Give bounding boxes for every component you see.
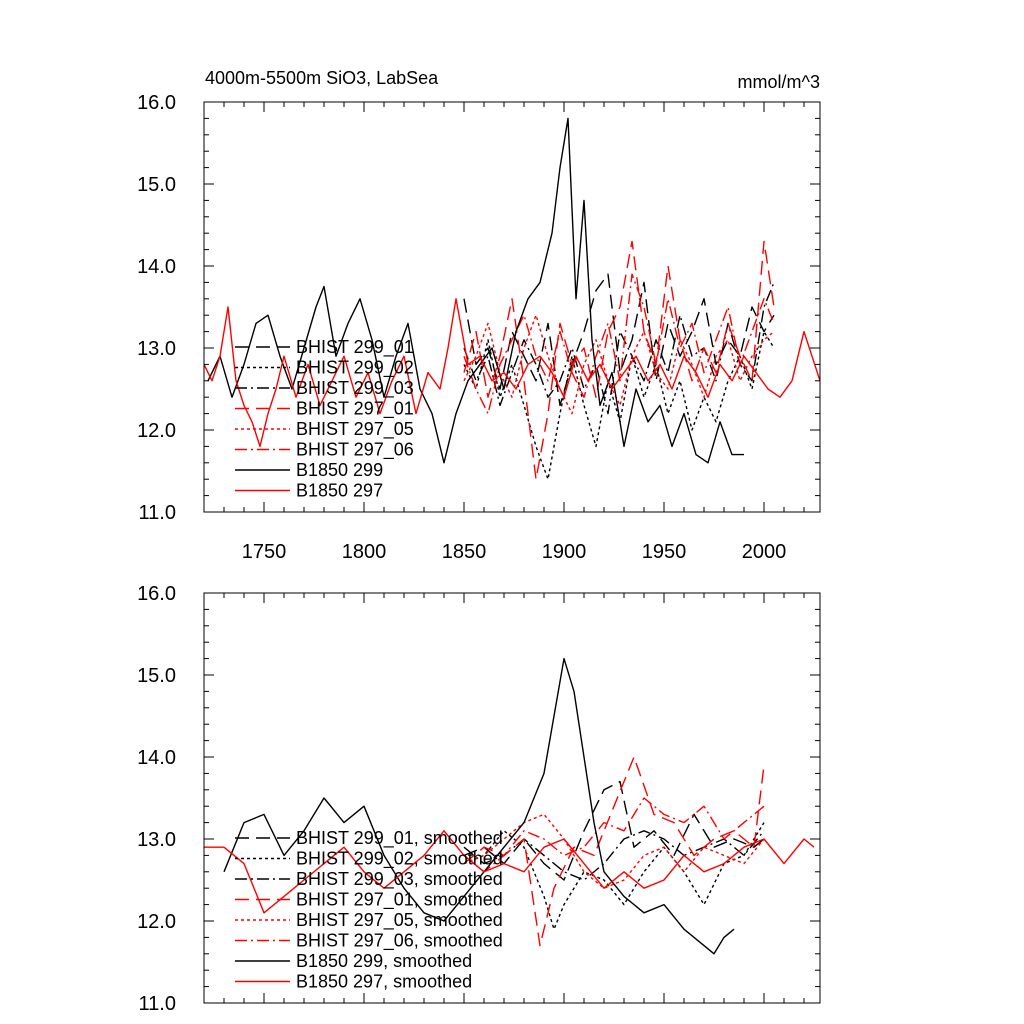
top-series-layer xyxy=(203,117,821,480)
series-line-bhist-299-03 xyxy=(463,282,775,415)
legend-label-bhist-299-01-smoothed: BHIST 299_01, smoothed xyxy=(296,828,503,849)
top-axis-layer: 11.0 12.0 13.0 14.0 15.0 16.0 1750 1800 1850 1900… xyxy=(137,92,820,563)
x-tick-label: 1900 xyxy=(542,541,587,563)
legend-label-b1850-297-smoothed: B1850 297, smoothed xyxy=(296,972,472,992)
bottom-series-layer xyxy=(204,657,815,955)
y-tick-label: 11.0 xyxy=(139,993,176,1015)
series-line-bhist-299-03-smoothed xyxy=(463,830,765,881)
legend-label-bhist-297-01: BHIST 297_01 xyxy=(296,399,414,420)
x-tick-label: 1850 xyxy=(442,541,487,563)
x-tick-label: 2000 xyxy=(742,541,787,563)
top-plot-frame xyxy=(203,101,821,513)
series-line-bhist-297-06-smoothed xyxy=(463,797,765,873)
legend-label-bhist-297-06-smoothed: BHIST 297_06, smoothed xyxy=(296,931,503,952)
y-tick-label: 12.0 xyxy=(137,911,176,933)
top-panel: 4000m-5500m SiO3, LabSea mmol/m^3 11.0 12… xyxy=(137,68,821,563)
legend-label-bhist-299-01: BHIST 299_01 xyxy=(296,337,414,358)
y-tick-label: 14.0 xyxy=(137,256,176,278)
y-tick-label: 11.0 xyxy=(139,502,176,524)
y-tick-label: 13.0 xyxy=(137,829,176,851)
y-tick-label: 15.0 xyxy=(137,665,176,687)
series-line-bhist-297-05-smoothed xyxy=(463,813,765,889)
legend-label-bhist-299-03: BHIST 299_03 xyxy=(296,378,414,399)
y-tick-label: 14.0 xyxy=(137,747,176,769)
series-line-bhist-297-05 xyxy=(463,314,775,415)
units-label: mmol/m^3 xyxy=(738,72,820,92)
series-line-bhist-297-01 xyxy=(463,240,775,480)
series-line-b1850-297-smoothed xyxy=(204,830,815,914)
legend-label-b1850-297: B1850 297 xyxy=(296,481,383,501)
legend-label-bhist-297-05: BHIST 297_05 xyxy=(296,419,414,440)
x-tick-label: 1950 xyxy=(642,541,687,563)
top-panel-title: 4000m-5500m SiO3, LabSea xyxy=(205,68,439,88)
series-line-b1850-297 xyxy=(203,298,821,448)
y-tick-label: 12.0 xyxy=(137,420,176,442)
series-line-bhist-299-01 xyxy=(463,273,775,407)
y-tick-label: 16.0 xyxy=(137,583,176,605)
bottom-axis-layer: 11.0 12.0 13.0 14.0 15.0 16.0 xyxy=(137,583,820,1015)
legend-label-bhist-299-03-smoothed: BHIST 299_03, smoothed xyxy=(296,869,503,890)
x-tick-label: 1750 xyxy=(242,541,287,563)
legend-label-bhist-299-02-smoothed: BHIST 299_02, smoothed xyxy=(296,849,503,870)
y-tick-label: 13.0 xyxy=(137,338,176,360)
series-line-bhist-299-02-smoothed xyxy=(463,822,765,930)
legend-label-bhist-297-06: BHIST 297_06 xyxy=(296,440,414,461)
series-line-b1850-299-smoothed xyxy=(223,657,735,955)
legend-label-bhist-297-01-smoothed: BHIST 297_01, smoothed xyxy=(296,890,503,911)
series-line-b1850-299 xyxy=(207,117,744,464)
legend-label-bhist-297-05-smoothed: BHIST 297_05, smoothed xyxy=(296,910,503,931)
x-tick-label: 1800 xyxy=(342,541,387,563)
series-line-bhist-297-01-smoothed xyxy=(463,756,765,947)
series-line-bhist-299-02 xyxy=(463,330,775,480)
bottom-plot-frame xyxy=(203,592,821,1004)
y-tick-label: 16.0 xyxy=(137,92,176,114)
legend-label-bhist-299-02: BHIST 299_02 xyxy=(296,358,414,379)
legend-label-b1850-299-smoothed: B1850 299, smoothed xyxy=(296,951,472,971)
y-tick-label: 15.0 xyxy=(137,174,176,196)
series-line-bhist-299-01-smoothed xyxy=(463,780,765,881)
bottom-panel: 11.0 12.0 13.0 14.0 15.0 16.0 BHIST 299_01, s… xyxy=(137,583,821,1015)
legend-label-b1850-299: B1850 299 xyxy=(296,460,383,480)
series-line-bhist-297-06 xyxy=(463,273,775,415)
